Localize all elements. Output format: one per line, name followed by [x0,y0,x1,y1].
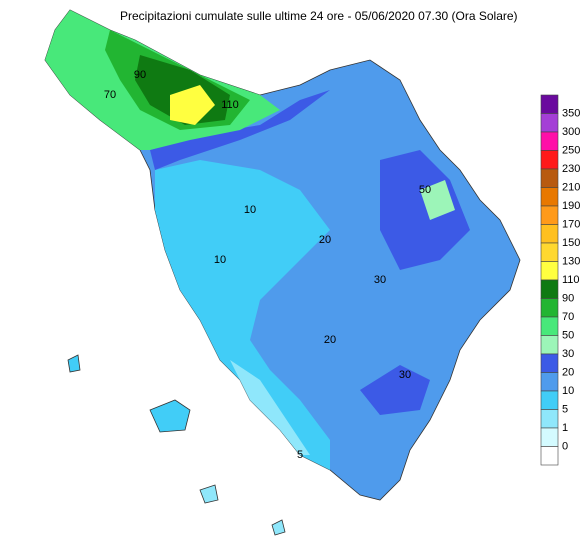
legend-label: 350 [562,107,580,119]
area-30b [360,365,430,415]
island [271,519,286,536]
island [199,484,219,504]
area-130 [170,85,215,125]
area-1-5 [230,360,310,455]
map-title: Precipitazioni cumulate sulle ultime 24 … [120,9,518,23]
island [149,399,191,433]
area-50 [420,180,455,220]
legend-label: 50 [562,329,574,341]
contour-labels: 110 90 70 50 30 30 20 20 10 10 5 [104,69,431,461]
contour-label: 20 [324,334,336,346]
contour-label: 10 [244,204,256,216]
contour-label: 70 [104,89,116,101]
legend-swatch [540,279,559,299]
legend-swatch [540,187,559,207]
legend-swatch [540,390,559,410]
contour-label: 90 [134,69,146,81]
legend-swatch [540,224,559,244]
contour-label: 5 [297,449,303,461]
legend-label: 150 [562,237,580,249]
legend-swatch [540,94,559,114]
legend-swatch [540,298,559,318]
legend-swatch [540,409,559,429]
contour-label: 20 [319,234,331,246]
legend-label: 10 [562,385,574,397]
legend-label: 90 [562,292,574,304]
contour-label: 30 [374,274,386,286]
legend-swatch [540,316,559,336]
legend-swatch [540,205,559,225]
island [67,354,81,373]
legend-swatch [540,150,559,170]
legend-swatch [540,261,559,281]
legend-swatch [540,131,559,151]
legend-swatch [540,242,559,262]
contour-label: 110 [221,99,239,111]
legend-label: 130 [562,255,580,267]
legend-swatch [540,335,559,355]
legend-label: 5 [562,403,568,415]
legend-label: 190 [562,200,580,212]
legend-label: 30 [562,348,574,360]
contour-label: 10 [214,254,226,266]
legend-label: 300 [562,126,580,138]
legend-swatch [540,353,559,373]
area-5-10 [155,160,330,470]
legend-label: 20 [562,366,574,378]
legend-label: 0 [562,440,568,452]
legend-swatch [540,168,559,188]
legend-label: 170 [562,218,580,230]
legend-label: 210 [562,181,580,193]
legend-swatch [540,446,559,466]
legend-label: 1 [562,422,568,434]
area-30 [380,150,470,270]
legend-swatch [540,113,559,133]
legend-label: 250 [562,144,580,156]
legend-swatch [540,427,559,447]
legend-label: 110 [562,274,580,286]
map [44,9,521,536]
contour-label: 50 [419,184,431,196]
legend-swatch [540,372,559,392]
legend: 3503002502302101901701501301109070503020… [540,94,580,466]
legend-label: 70 [562,311,574,323]
contour-label: 30 [399,369,411,381]
legend-label: 230 [562,163,580,175]
